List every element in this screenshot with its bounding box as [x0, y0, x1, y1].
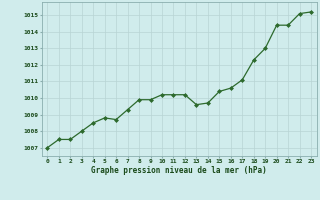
X-axis label: Graphe pression niveau de la mer (hPa): Graphe pression niveau de la mer (hPa): [91, 166, 267, 175]
